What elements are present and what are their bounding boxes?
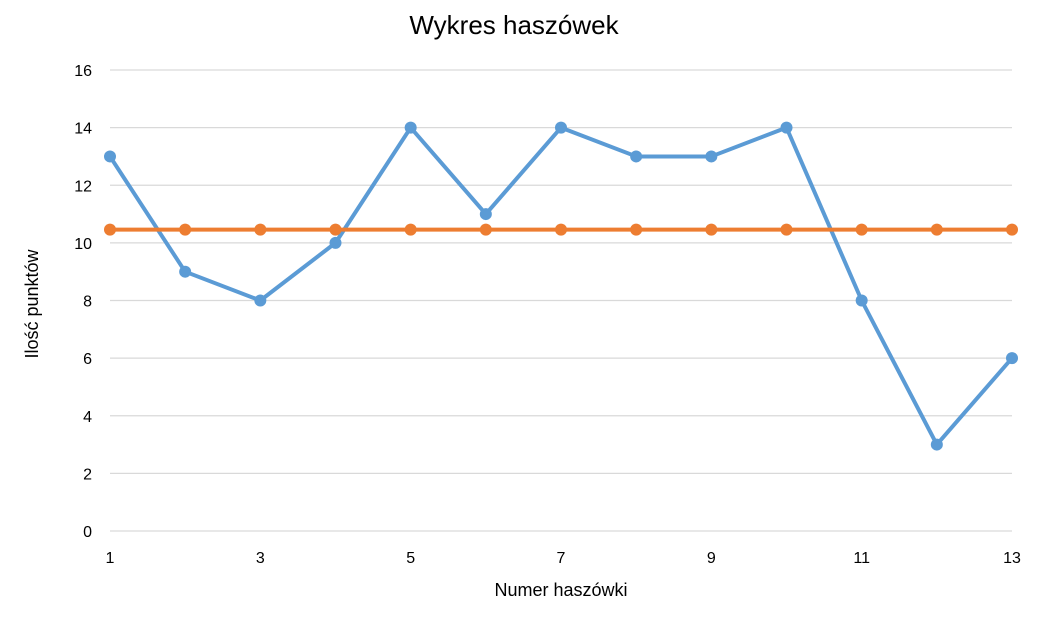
y-tick-label: 14 bbox=[74, 121, 92, 138]
series-1-point-6 bbox=[479, 208, 492, 221]
series-2-point-10 bbox=[780, 223, 793, 236]
y-tick-label: 0 bbox=[83, 524, 92, 541]
series-2-point-1 bbox=[104, 223, 116, 236]
y-tick-label: 12 bbox=[74, 178, 92, 195]
series-2-point-4 bbox=[329, 223, 342, 236]
series-2-point-7 bbox=[555, 223, 567, 236]
series-1-point-12 bbox=[930, 438, 943, 451]
series-1-point-13 bbox=[1006, 352, 1018, 365]
series-2-point-2 bbox=[179, 223, 192, 236]
y-tick-label: 16 bbox=[74, 63, 92, 80]
chart-title: Wykres haszówek bbox=[409, 10, 619, 40]
x-tick-label: 9 bbox=[707, 550, 716, 567]
y-axis-title: Ilość punktów bbox=[22, 248, 42, 358]
series-1-point-5 bbox=[404, 121, 417, 134]
series-layer bbox=[104, 121, 1018, 451]
y-tick-label: 10 bbox=[74, 236, 92, 253]
series-1-point-9 bbox=[705, 150, 718, 163]
series-1-line bbox=[108, 125, 1014, 447]
x-tick-label: 13 bbox=[1003, 550, 1021, 567]
series-1-point-1 bbox=[104, 150, 116, 163]
series-1-point-7 bbox=[555, 121, 567, 134]
series-2-point-8 bbox=[630, 223, 643, 236]
y-tick-label: 2 bbox=[83, 466, 92, 483]
x-tick-label: 7 bbox=[557, 550, 566, 567]
series-2-point-12 bbox=[930, 223, 943, 236]
series-1-point-3 bbox=[254, 294, 267, 307]
x-tick-label: 11 bbox=[853, 550, 870, 567]
series-1-point-10 bbox=[780, 121, 793, 134]
series-2-point-9 bbox=[705, 223, 718, 236]
series-2-point-6 bbox=[479, 223, 492, 236]
series-1-point-8 bbox=[630, 150, 643, 163]
series-2-point-5 bbox=[404, 223, 417, 236]
series-1-point-2 bbox=[179, 265, 192, 278]
y-tick-label: 4 bbox=[83, 409, 92, 426]
x-axis-title: Numer haszówki bbox=[494, 580, 627, 600]
x-tick-labels: 1 3 5 7 9 11 13 bbox=[106, 550, 1021, 567]
x-tick-label: 5 bbox=[406, 550, 415, 567]
series-2-point-3 bbox=[254, 223, 267, 236]
x-tick-label: 3 bbox=[256, 550, 265, 567]
grid-lines bbox=[110, 69, 1012, 532]
series-1-point-11 bbox=[855, 294, 868, 307]
x-tick-label: 1 bbox=[106, 550, 115, 567]
y-tick-labels: 0 2 4 6 8 10 12 14 16 bbox=[74, 63, 92, 541]
y-tick-label: 6 bbox=[83, 351, 92, 368]
series-2-point-11 bbox=[855, 223, 868, 236]
series-1-point-4 bbox=[329, 236, 342, 249]
series-2-point-13 bbox=[1006, 223, 1018, 236]
y-tick-label: 8 bbox=[83, 294, 92, 311]
